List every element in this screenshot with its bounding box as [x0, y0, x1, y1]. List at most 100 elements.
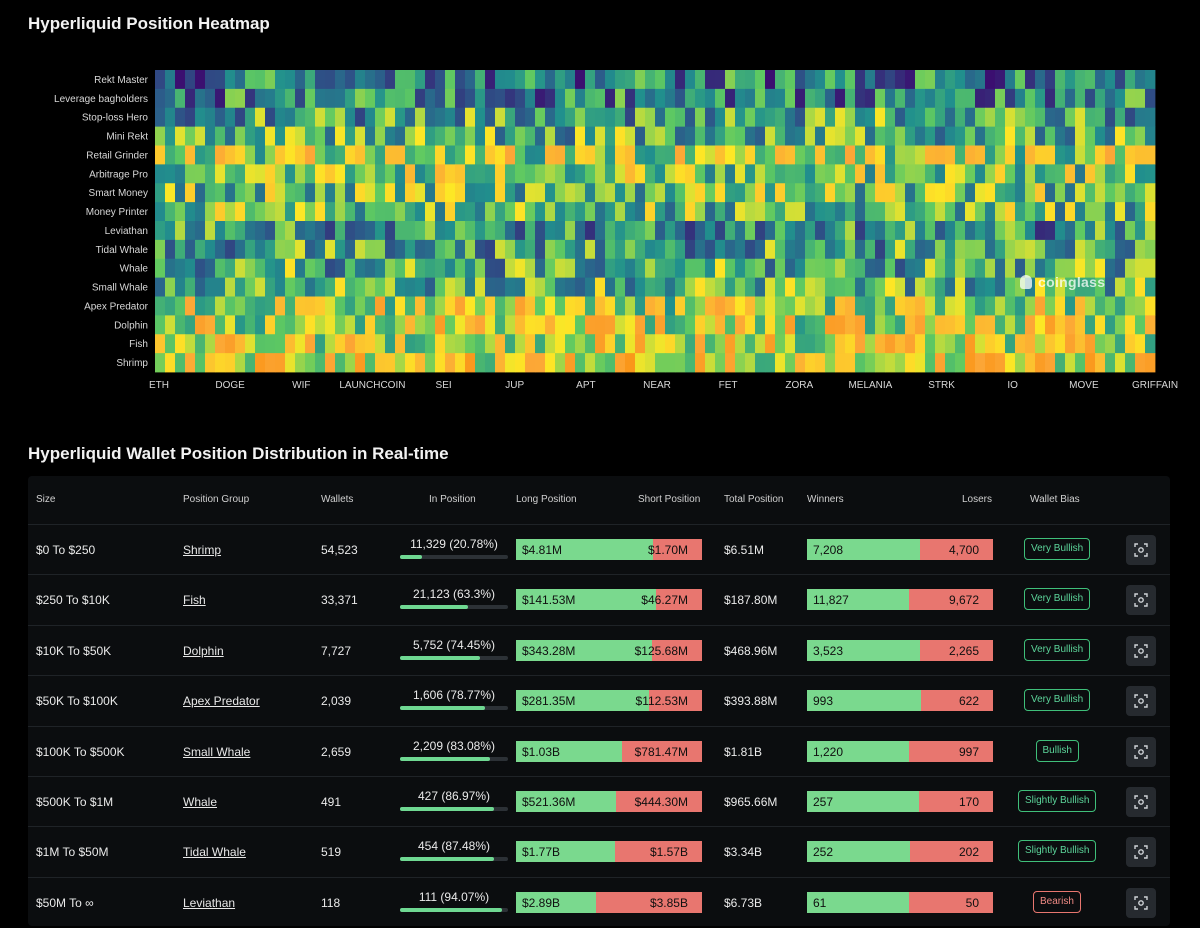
heatmap-cell[interactable]: [535, 88, 546, 109]
heatmap-cell[interactable]: [515, 296, 526, 316]
heatmap-cell[interactable]: [1095, 239, 1106, 260]
heatmap-cell[interactable]: [985, 277, 996, 297]
heatmap-cell[interactable]: [775, 145, 786, 165]
heatmap-cell[interactable]: [565, 88, 576, 109]
heatmap-cell[interactable]: [1065, 239, 1076, 260]
heatmap-cell[interactable]: [435, 277, 446, 297]
heatmap-cell[interactable]: [895, 334, 906, 354]
heatmap-cell[interactable]: [605, 126, 616, 146]
heatmap-cell[interactable]: [635, 258, 646, 279]
heatmap-cell[interactable]: [915, 334, 926, 354]
heatmap-cell[interactable]: [885, 145, 896, 165]
heatmap-cell[interactable]: [865, 353, 876, 373]
heatmap-cell[interactable]: [205, 296, 216, 316]
heatmap-cell[interactable]: [995, 88, 1006, 109]
heatmap-cell[interactable]: [165, 221, 176, 241]
heatmap-cell[interactable]: [635, 145, 646, 165]
heatmap-cell[interactable]: [1035, 164, 1046, 184]
heatmap-cell[interactable]: [305, 258, 316, 279]
heatmap-cell[interactable]: [365, 126, 376, 146]
heatmap-cell[interactable]: [155, 126, 166, 146]
heatmap-cell[interactable]: [1135, 126, 1146, 146]
heatmap-cell[interactable]: [1105, 258, 1116, 279]
heatmap-cell[interactable]: [545, 126, 556, 146]
heatmap-cell[interactable]: [955, 107, 966, 128]
heatmap-cell[interactable]: [825, 88, 836, 109]
heatmap-cell[interactable]: [365, 296, 376, 316]
heatmap-cell[interactable]: [365, 239, 376, 260]
heatmap-cell[interactable]: [525, 221, 536, 241]
heatmap-cell[interactable]: [195, 258, 206, 279]
heatmap-cell[interactable]: [315, 221, 326, 241]
heatmap-cell[interactable]: [1085, 277, 1096, 297]
heatmap-cell[interactable]: [1035, 145, 1046, 165]
heatmap-cell[interactable]: [535, 107, 546, 128]
heatmap-cell[interactable]: [255, 183, 266, 203]
heatmap-cell[interactable]: [885, 258, 896, 279]
heatmap-cell[interactable]: [765, 88, 776, 109]
heatmap-cell[interactable]: [745, 145, 756, 165]
heatmap-cell[interactable]: [725, 296, 736, 316]
heatmap-cell[interactable]: [865, 164, 876, 184]
heatmap-cell[interactable]: [1145, 126, 1156, 146]
heatmap-cell[interactable]: [425, 315, 436, 335]
heatmap-cell[interactable]: [745, 334, 756, 354]
heatmap-cell[interactable]: [675, 221, 686, 241]
heatmap-cell[interactable]: [775, 70, 786, 90]
heatmap-cell[interactable]: [595, 145, 606, 165]
heatmap-cell[interactable]: [1035, 183, 1046, 203]
heatmap-cell[interactable]: [1105, 145, 1116, 165]
heatmap-cell[interactable]: [755, 164, 766, 184]
heatmap-cell[interactable]: [475, 277, 486, 297]
heatmap-cell[interactable]: [735, 145, 746, 165]
heatmap-cell[interactable]: [355, 183, 366, 203]
heatmap-cell[interactable]: [1095, 221, 1106, 241]
heatmap-cell[interactable]: [445, 88, 456, 109]
heatmap-cell[interactable]: [665, 239, 676, 260]
heatmap-cell[interactable]: [515, 221, 526, 241]
heatmap-cell[interactable]: [325, 70, 336, 90]
heatmap-cell[interactable]: [505, 334, 516, 354]
heatmap-cell[interactable]: [1015, 107, 1026, 128]
heatmap-cell[interactable]: [545, 315, 556, 335]
heatmap-cell[interactable]: [405, 126, 416, 146]
heatmap-cell[interactable]: [305, 202, 316, 222]
heatmap-cell[interactable]: [175, 277, 186, 297]
heatmap-cell[interactable]: [565, 277, 576, 297]
heatmap-cell[interactable]: [1025, 70, 1036, 90]
heatmap-cell[interactable]: [775, 164, 786, 184]
heatmap-cell[interactable]: [725, 126, 736, 146]
heatmap-cell[interactable]: [1025, 145, 1036, 165]
heatmap-cell[interactable]: [845, 183, 856, 203]
heatmap-cell[interactable]: [695, 334, 706, 354]
heatmap-cell[interactable]: [765, 126, 776, 146]
heatmap-cell[interactable]: [1085, 353, 1096, 373]
heatmap-cell[interactable]: [785, 334, 796, 354]
heatmap-cell[interactable]: [1025, 239, 1036, 260]
heatmap-cell[interactable]: [255, 164, 266, 184]
heatmap-cell[interactable]: [585, 239, 596, 260]
heatmap-cell[interactable]: [535, 183, 546, 203]
heatmap-cell[interactable]: [1115, 296, 1126, 316]
heatmap-cell[interactable]: [365, 145, 376, 165]
heatmap-cell[interactable]: [895, 145, 906, 165]
heatmap-cell[interactable]: [815, 107, 826, 128]
heatmap-cell[interactable]: [405, 107, 416, 128]
heatmap-cell[interactable]: [235, 164, 246, 184]
position-group-link[interactable]: Small Whale: [183, 744, 251, 759]
heatmap-cell[interactable]: [785, 202, 796, 222]
heatmap-cell[interactable]: [465, 202, 476, 222]
heatmap-cell[interactable]: [855, 202, 866, 222]
heatmap-cell[interactable]: [245, 202, 256, 222]
heatmap-cell[interactable]: [715, 126, 726, 146]
heatmap-cell[interactable]: [455, 107, 466, 128]
heatmap-cell[interactable]: [905, 258, 916, 279]
heatmap-cell[interactable]: [1025, 183, 1036, 203]
heatmap-cell[interactable]: [225, 107, 236, 128]
heatmap-cell[interactable]: [675, 239, 686, 260]
heatmap-cell[interactable]: [565, 334, 576, 354]
heatmap-cell[interactable]: [345, 107, 356, 128]
heatmap-cell[interactable]: [625, 164, 636, 184]
heatmap-cell[interactable]: [645, 145, 656, 165]
heatmap-cell[interactable]: [575, 126, 586, 146]
